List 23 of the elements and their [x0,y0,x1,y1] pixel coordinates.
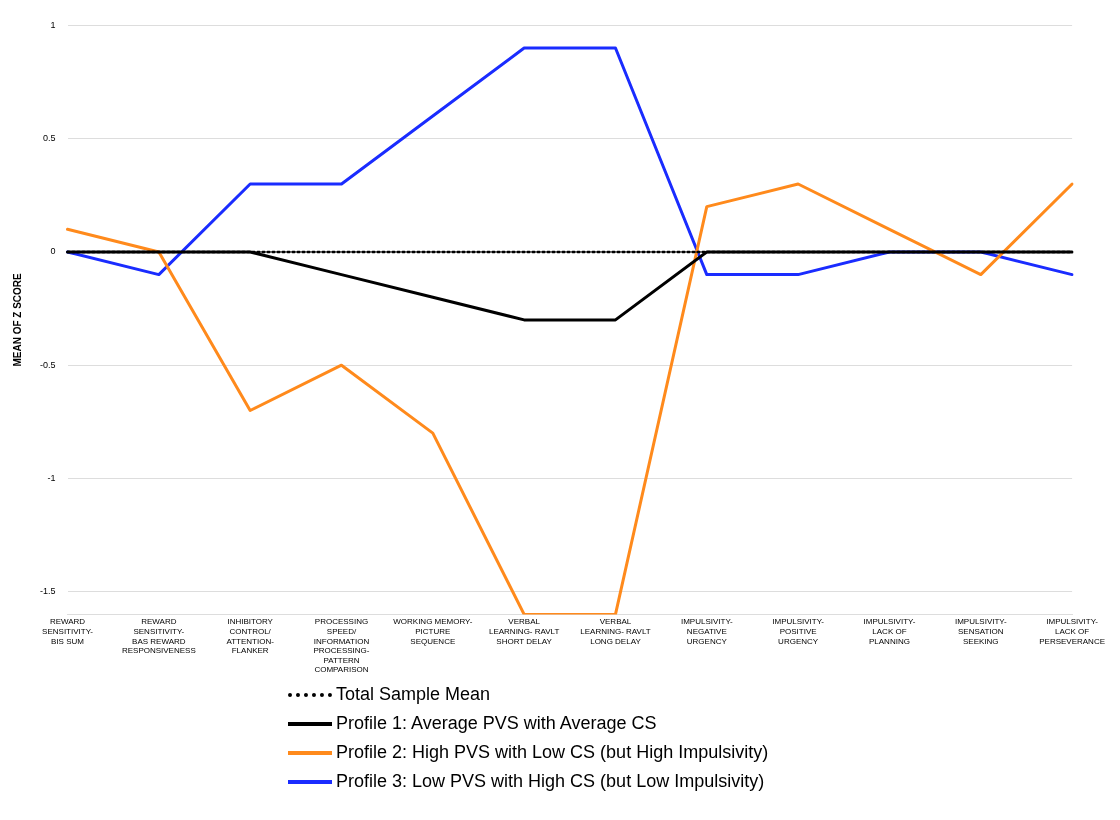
x-tick-label: IMPULSIVITY- LACK OF PLANNING [863,617,916,646]
x-tick-label: INHIBITORY CONTROL/ ATTENTION- FLANKER [226,617,275,656]
legend-label: Profile 2: High PVS with Low CS (but High Impulsivity) [336,742,769,763]
y-tick-label: 0 [50,246,56,257]
legend-label: Profile 3: Low PVS with High CS (but Low Impulsivity) [336,771,765,792]
x-tick-label: REWARD SENSITIVITY- BIS SUM [42,617,94,646]
x-tick-label: IMPULSIVITY- SENSATION SEEKING [954,617,1007,646]
x-tick-label: IMPULSIVITY- NEGATIVE URGENCY [680,617,733,646]
y-tick-label: -1 [47,472,56,483]
x-tick-label: REWARD SENSITIVITY- BAS REWARD RESPONSIVENESS [121,617,196,656]
x-tick-label: WORKING MEMORY- PICTURE SEQUENCE [393,617,473,646]
y-tick-label: -0.5 [39,359,56,370]
x-tick-label: IMPULSIVITY- POSITIVE URGENCY [772,617,825,646]
x-tick-label: IMPULSIVITY- LACK OF PERSEVERANCE [1039,617,1105,646]
y-tick-label: -1.5 [39,586,56,597]
x-tick-label: VERBAL LEARNING- RAVLT LONG DELAY [580,617,651,646]
y-tick-label: 1 [50,19,56,30]
x-tick-label: PROCESSING SPEED/ INFORMATION PROCESSING- PATTERN COMPARISON [313,617,370,675]
legend-label: Profile 1: Average PVS with Average CS [336,713,657,734]
legend-label: Total Sample Mean [336,684,491,705]
y-tick-label: 0.5 [42,133,56,144]
x-tick-label: VERBAL LEARNING- RAVLT SHORT DELAY [488,617,560,646]
y-axis-title: MEAN OF Z SCORE [11,272,23,367]
